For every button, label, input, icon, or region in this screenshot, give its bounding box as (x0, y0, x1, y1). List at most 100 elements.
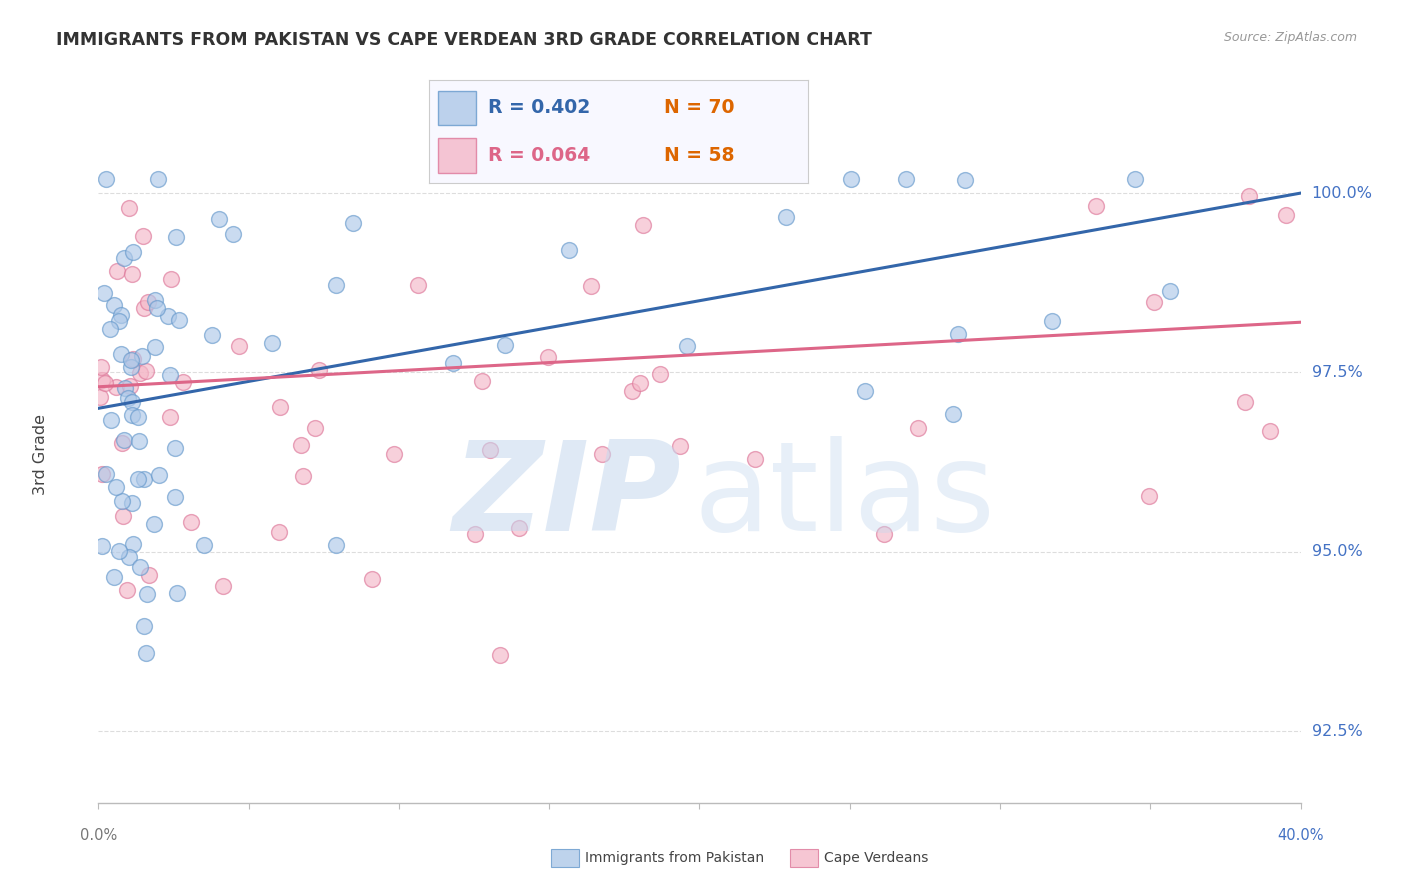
Point (105, 264, 128, 278)
Point (260, 336, 283, 351)
Point (907, 421, 929, 435)
Point (121, 394, 143, 409)
Point (839, 171, 862, 186)
Point (471, 374, 494, 388)
Point (494, 338, 516, 352)
Point (127, 472, 149, 486)
Point (537, 350, 560, 364)
Point (100, 412, 122, 426)
Point (120, 379, 142, 393)
Point (93, 285, 115, 300)
Point (142, 516, 165, 531)
Point (167, 313, 190, 327)
Point (105, 380, 128, 394)
Point (90, 359, 112, 374)
Point (193, 538, 215, 552)
Point (290, 438, 312, 452)
Point (269, 401, 291, 415)
Point (120, 360, 142, 375)
Point (222, 227, 245, 241)
Point (131, 349, 153, 363)
Point (165, 230, 187, 244)
Point (325, 538, 347, 552)
Point (128, 366, 150, 380)
Point (134, 301, 156, 316)
Point (361, 572, 384, 586)
Point (108, 544, 131, 558)
Point (131, 229, 153, 244)
Point (441, 356, 464, 370)
Point (128, 434, 150, 449)
Point (165, 441, 187, 455)
Text: N = 70: N = 70 (664, 98, 735, 118)
Point (406, 278, 429, 293)
Point (1234, 395, 1257, 409)
Text: 95.0%: 95.0% (1312, 544, 1362, 559)
Point (631, 218, 654, 232)
Point (894, 171, 917, 186)
Bar (439, 91, 477, 126)
Point (121, 267, 143, 281)
Point (90, 373, 112, 387)
Text: Immigrants from Pakistan: Immigrants from Pakistan (585, 851, 763, 865)
Point (1275, 208, 1298, 222)
Point (1040, 313, 1063, 327)
Point (145, 293, 167, 307)
Point (489, 648, 512, 662)
Point (110, 346, 132, 360)
Text: 100.0%: 100.0% (1312, 186, 1372, 201)
Point (853, 384, 876, 399)
Point (291, 469, 314, 483)
Point (112, 433, 135, 447)
Point (148, 467, 170, 482)
Point (112, 509, 135, 524)
Text: 0.0%: 0.0% (80, 828, 117, 843)
Bar (439, 137, 477, 173)
Point (325, 277, 347, 292)
Point (103, 298, 125, 312)
Point (591, 447, 613, 461)
Point (775, 210, 797, 224)
Point (111, 435, 134, 450)
Point (676, 338, 699, 352)
Point (135, 646, 157, 660)
Point (269, 524, 291, 539)
Point (628, 376, 651, 390)
Point (148, 171, 170, 186)
Point (117, 391, 139, 405)
Point (942, 407, 965, 421)
Point (127, 409, 149, 424)
Point (479, 442, 502, 457)
Point (121, 496, 143, 510)
Text: Cape Verdeans: Cape Verdeans (824, 851, 928, 865)
Point (143, 340, 166, 354)
Point (1237, 189, 1260, 203)
Point (132, 472, 155, 486)
Point (159, 410, 181, 425)
Point (132, 619, 155, 633)
Point (308, 363, 330, 377)
Point (1258, 424, 1281, 438)
Point (115, 583, 138, 598)
Point (668, 439, 690, 453)
Point (107, 314, 129, 328)
Point (208, 212, 231, 227)
Text: 3rd Grade: 3rd Grade (34, 415, 48, 495)
Point (94, 467, 117, 482)
Point (1137, 489, 1160, 503)
Point (648, 368, 671, 382)
Point (90, 467, 112, 482)
Point (94, 376, 117, 390)
Point (304, 420, 326, 434)
Point (110, 308, 132, 322)
Point (464, 526, 486, 541)
Point (135, 587, 157, 601)
Point (180, 515, 202, 529)
Point (136, 295, 159, 310)
Point (382, 447, 405, 461)
Point (121, 408, 143, 422)
Point (1143, 294, 1166, 309)
Point (129, 560, 152, 574)
Point (89, 390, 111, 404)
Point (114, 381, 136, 395)
